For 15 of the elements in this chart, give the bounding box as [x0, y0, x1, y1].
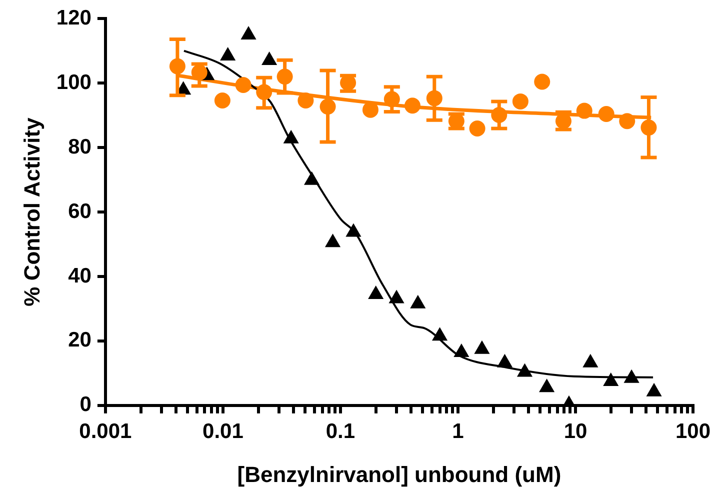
y-tick-label: 0 — [80, 393, 92, 416]
x-tick-label: 0.1 — [326, 420, 356, 443]
x-tick-label: 0.01 — [202, 420, 244, 443]
x-tick-label: 10 — [564, 420, 588, 443]
x-axis-title: [Benzylnirvanol] unbound (uM) — [237, 462, 562, 487]
x-tick-label: 100 — [675, 420, 711, 443]
y-axis-title: % Control Activity — [19, 116, 44, 306]
x-tick-label: 0.001 — [79, 420, 132, 443]
y-tick-label: 100 — [56, 70, 92, 94]
y-tick-label: 40 — [68, 264, 92, 288]
y-tick-label: 120 — [56, 6, 92, 30]
x-tick-label: 1 — [452, 420, 464, 443]
y-tick-label: 80 — [68, 135, 92, 158]
y-tick-label: 20 — [68, 328, 92, 352]
y-tick-label: 60 — [68, 200, 92, 223]
